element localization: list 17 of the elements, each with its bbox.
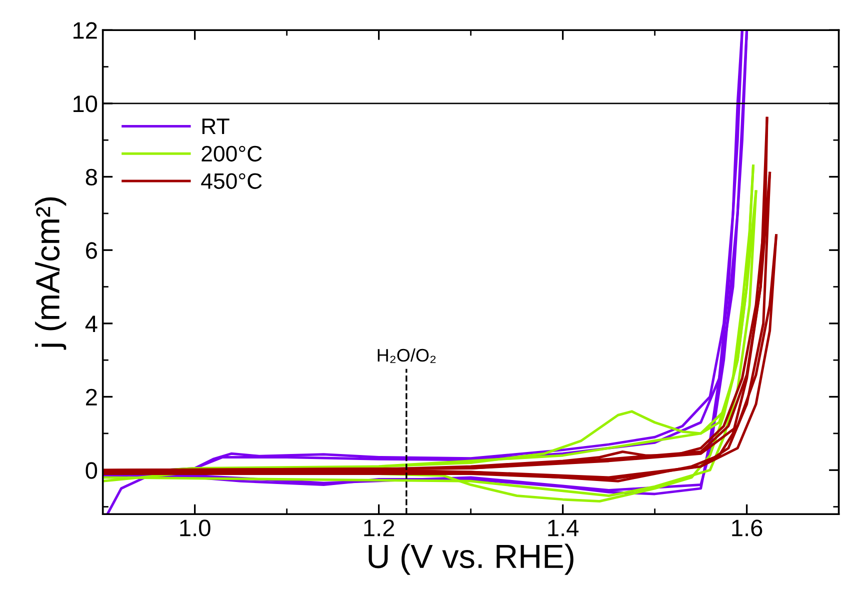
x-tick-label: 1.6 — [732, 520, 762, 536]
y-tick-label: 6 — [86, 242, 97, 259]
y-tick-label: 4 — [85, 316, 98, 332]
legend-label: RT — [202, 118, 230, 134]
y-tick-label: 2 — [86, 388, 97, 406]
x-tick-label: 1.0 — [180, 520, 210, 536]
y-tick-label: 8 — [86, 168, 97, 186]
x-tick-label: 1.2 — [364, 520, 394, 536]
y-tick-label: 12 — [74, 22, 97, 39]
y-axis-title: j (mA/cm²) — [35, 197, 66, 350]
ref-line-label: H₂O/O₂ — [378, 348, 436, 364]
legend-label: 200°C — [202, 146, 262, 162]
x-axis-title: U (V vs. RHE) — [368, 544, 574, 575]
y-tick-label: 0 — [86, 462, 98, 479]
legend-label: 450°C — [201, 173, 262, 189]
y-tick-label: 10 — [74, 96, 98, 112]
x-tick-label: 1.4 — [548, 520, 579, 536]
